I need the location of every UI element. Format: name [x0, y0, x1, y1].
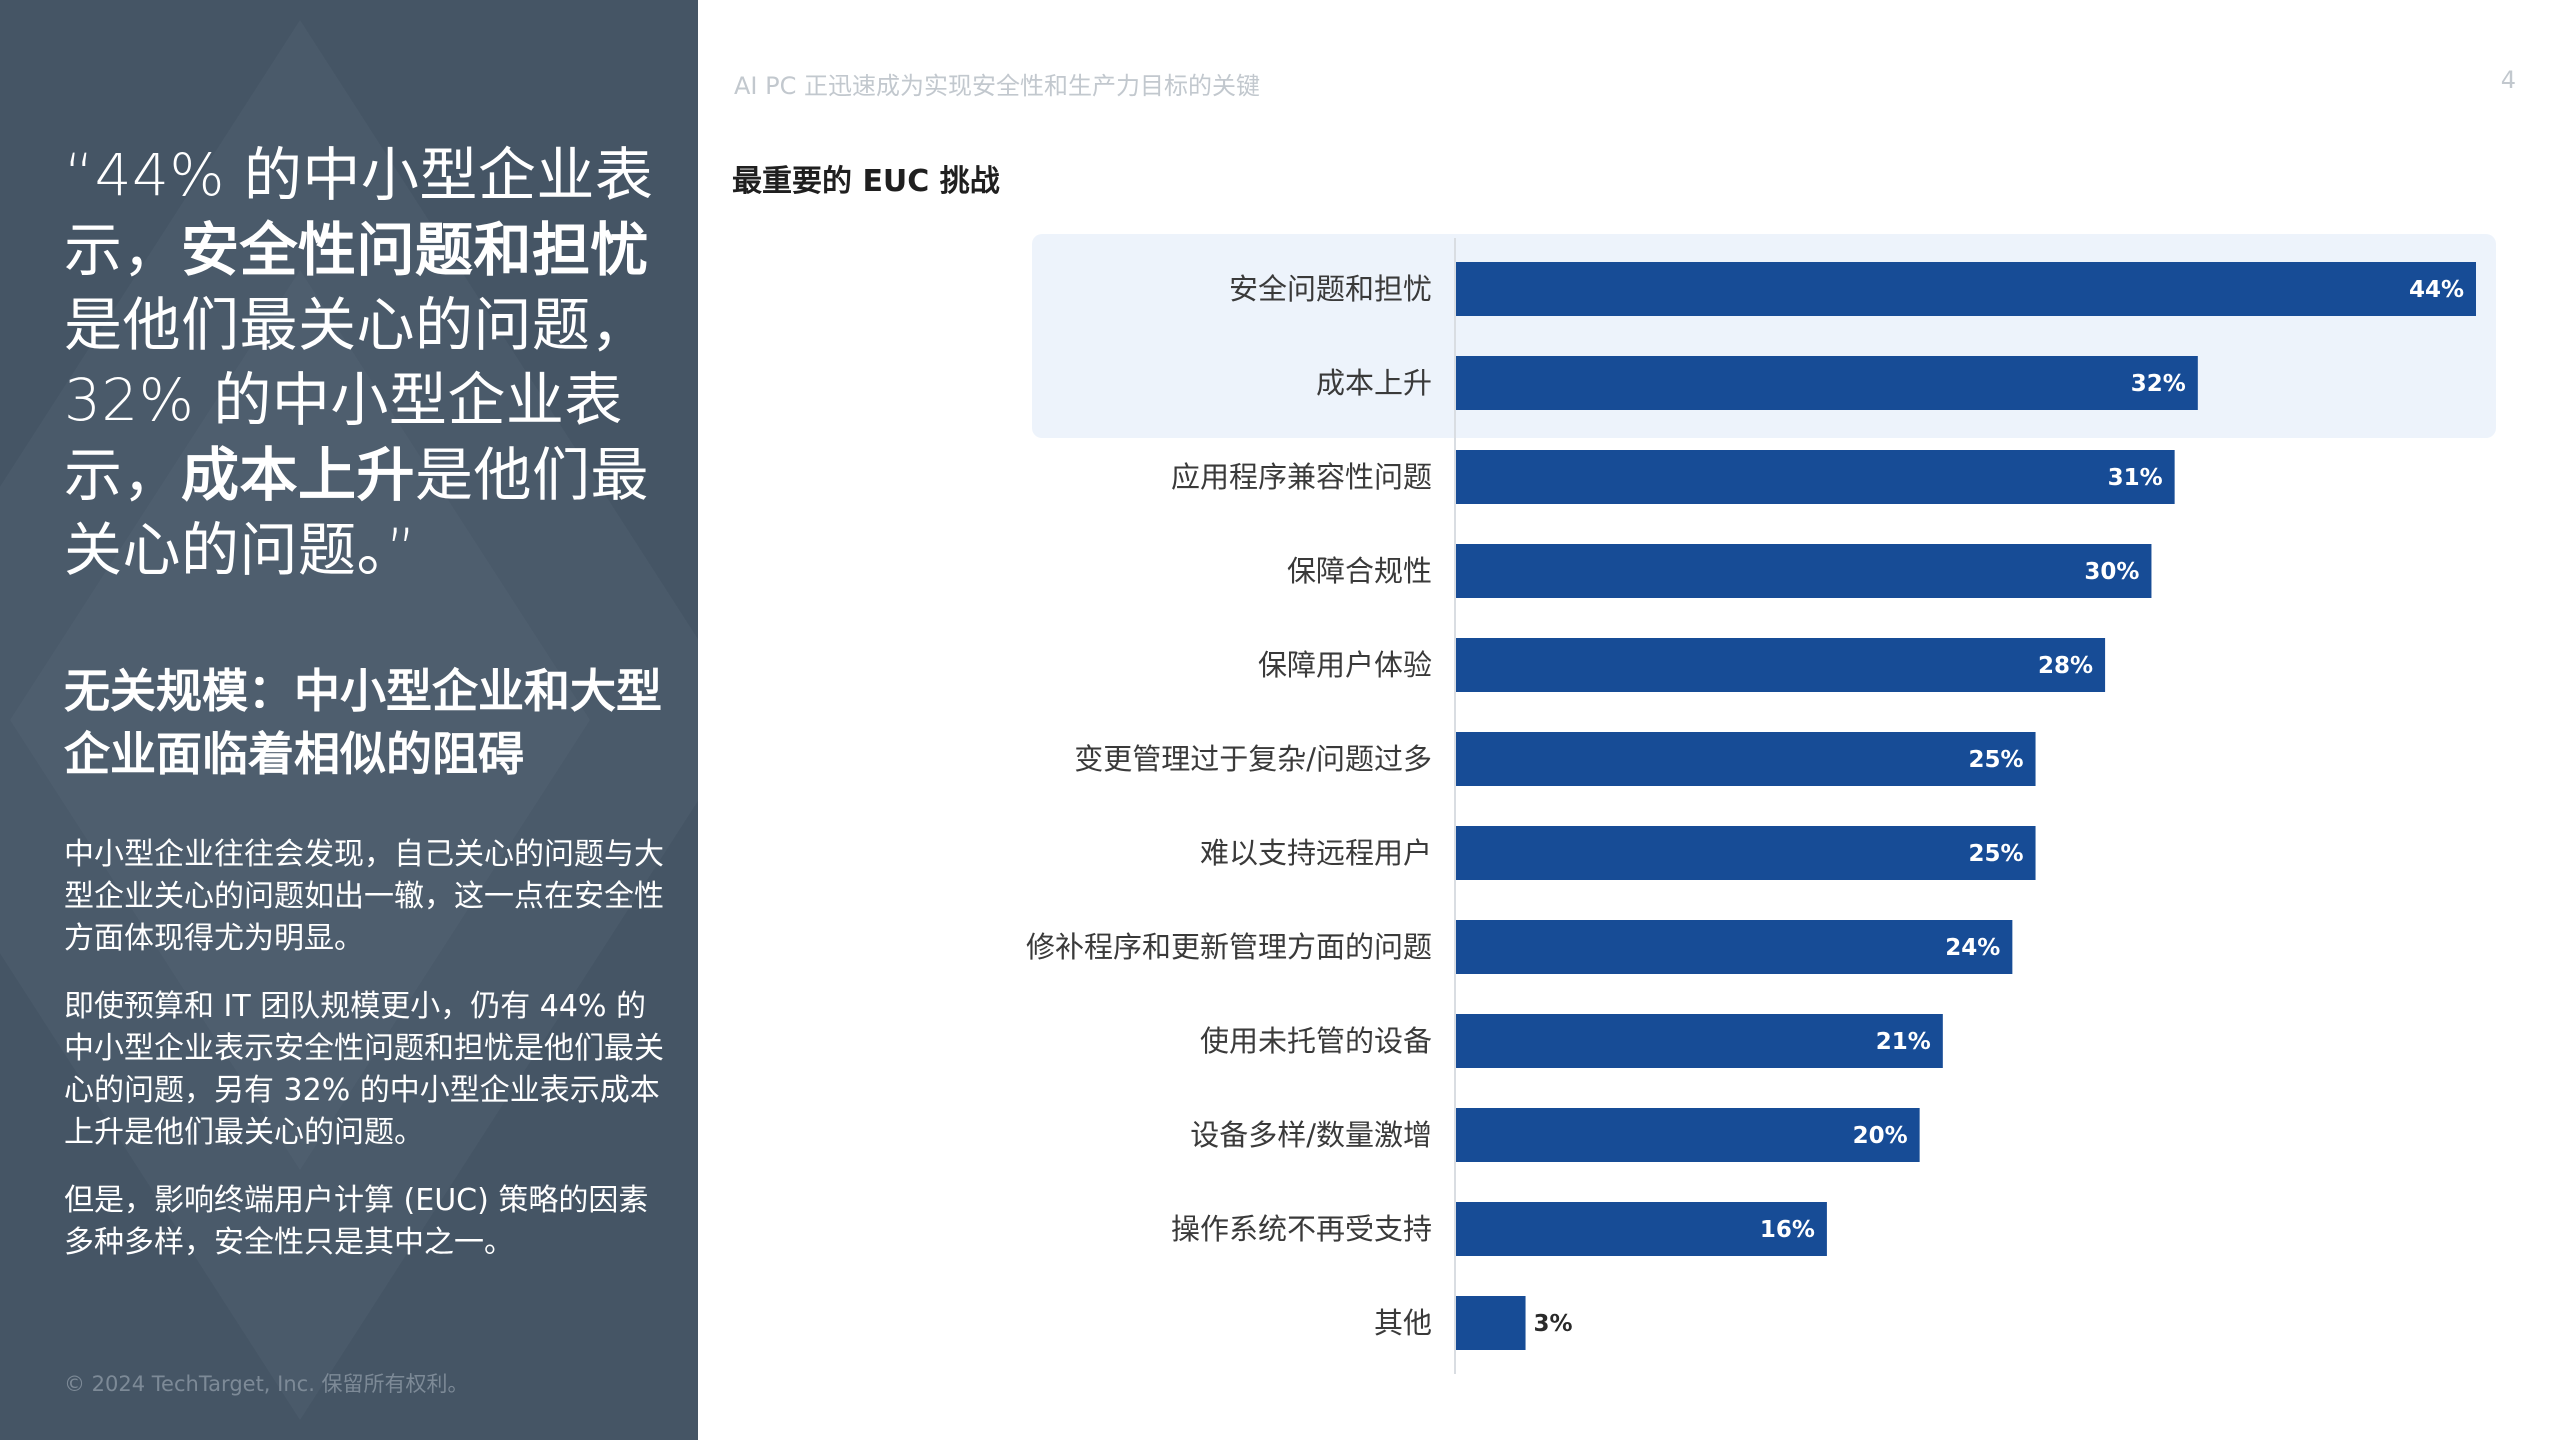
bar [1456, 356, 2198, 410]
bar [1456, 920, 2013, 974]
bar [1456, 1014, 1943, 1068]
decorative-diamond-pattern [0, 20, 698, 1420]
category-label: 保障用户体验 [1258, 648, 1432, 682]
bar [1456, 544, 2152, 598]
bar [1456, 450, 2175, 504]
category-label: 难以支持远程用户 [1200, 836, 1432, 870]
category-label: 安全问题和担忧 [1229, 272, 1432, 306]
value-label: 3% [1534, 1311, 1573, 1337]
value-label: 28% [2038, 653, 2093, 679]
value-label: 30% [2084, 559, 2139, 585]
chart-title: 最重要的 EUC 挑战 [732, 164, 1000, 199]
bar [1456, 826, 2036, 880]
paragraph-1: 中小型企业往往会发现，自己关心的问题与大型企业关心的问题如出一辙，这一点在安全性… [64, 837, 664, 956]
left-panel: “44% 的中小型企业表示，安全性问题和担忧是他们最关心的问题，32% 的中小型… [0, 0, 698, 1440]
category-label: 操作系统不再受支持 [1171, 1212, 1432, 1246]
page-number: 4 [2500, 66, 2516, 94]
page-header-title: AI PC 正迅速成为实现安全性和生产力目标的关键 [734, 72, 1260, 100]
value-label: 21% [1876, 1029, 1931, 1055]
value-label: 25% [1968, 841, 2023, 867]
value-label: 24% [1945, 935, 2000, 961]
pull-quote: “44% 的中小型企业表示，安全性问题和担忧是他们最关心的问题，32% 的中小型… [64, 141, 654, 584]
bar [1456, 262, 2476, 316]
value-label: 31% [2108, 465, 2163, 491]
paragraph-2: 即使预算和 IT 团队规模更小，仍有 44% 的中小型企业表示安全性问题和担忧是… [64, 989, 664, 1150]
category-label: 其他 [1374, 1306, 1432, 1340]
value-label: 44% [2409, 277, 2464, 303]
category-label: 保障合规性 [1287, 554, 1432, 588]
bar [1456, 1108, 1920, 1162]
body-text: 中小型企业往往会发现，自己关心的问题与大型企业关心的问题如出一辙，这一点在安全性… [64, 834, 674, 1290]
category-label: 设备多样/数量激增 [1190, 1118, 1432, 1152]
value-label: 16% [1760, 1217, 1815, 1243]
value-label: 32% [2131, 371, 2186, 397]
category-label: 成本上升 [1316, 366, 1432, 400]
section-subheading: 无关规模：中小型企业和大型企业面临着相似的阻碍 [64, 664, 662, 781]
category-label: 应用程序兼容性问题 [1171, 460, 1432, 494]
paragraph-3: 但是，影响终端用户计算 (EUC) 策略的因素多种多样，安全性只是其中之一。 [64, 1183, 649, 1260]
bar [1456, 638, 2106, 692]
copyright-notice: © 2024 TechTarget, Inc. 保留所有权利。 [64, 1372, 469, 1396]
bar [1456, 1296, 1526, 1350]
value-label: 25% [1968, 747, 2023, 773]
category-label: 变更管理过于复杂/问题过多 [1074, 742, 1432, 776]
bar [1456, 1202, 1827, 1256]
category-label: 使用未托管的设备 [1200, 1024, 1432, 1058]
bar [1456, 732, 2036, 786]
category-label: 修补程序和更新管理方面的问题 [1026, 930, 1432, 964]
value-label: 20% [1853, 1123, 1908, 1149]
